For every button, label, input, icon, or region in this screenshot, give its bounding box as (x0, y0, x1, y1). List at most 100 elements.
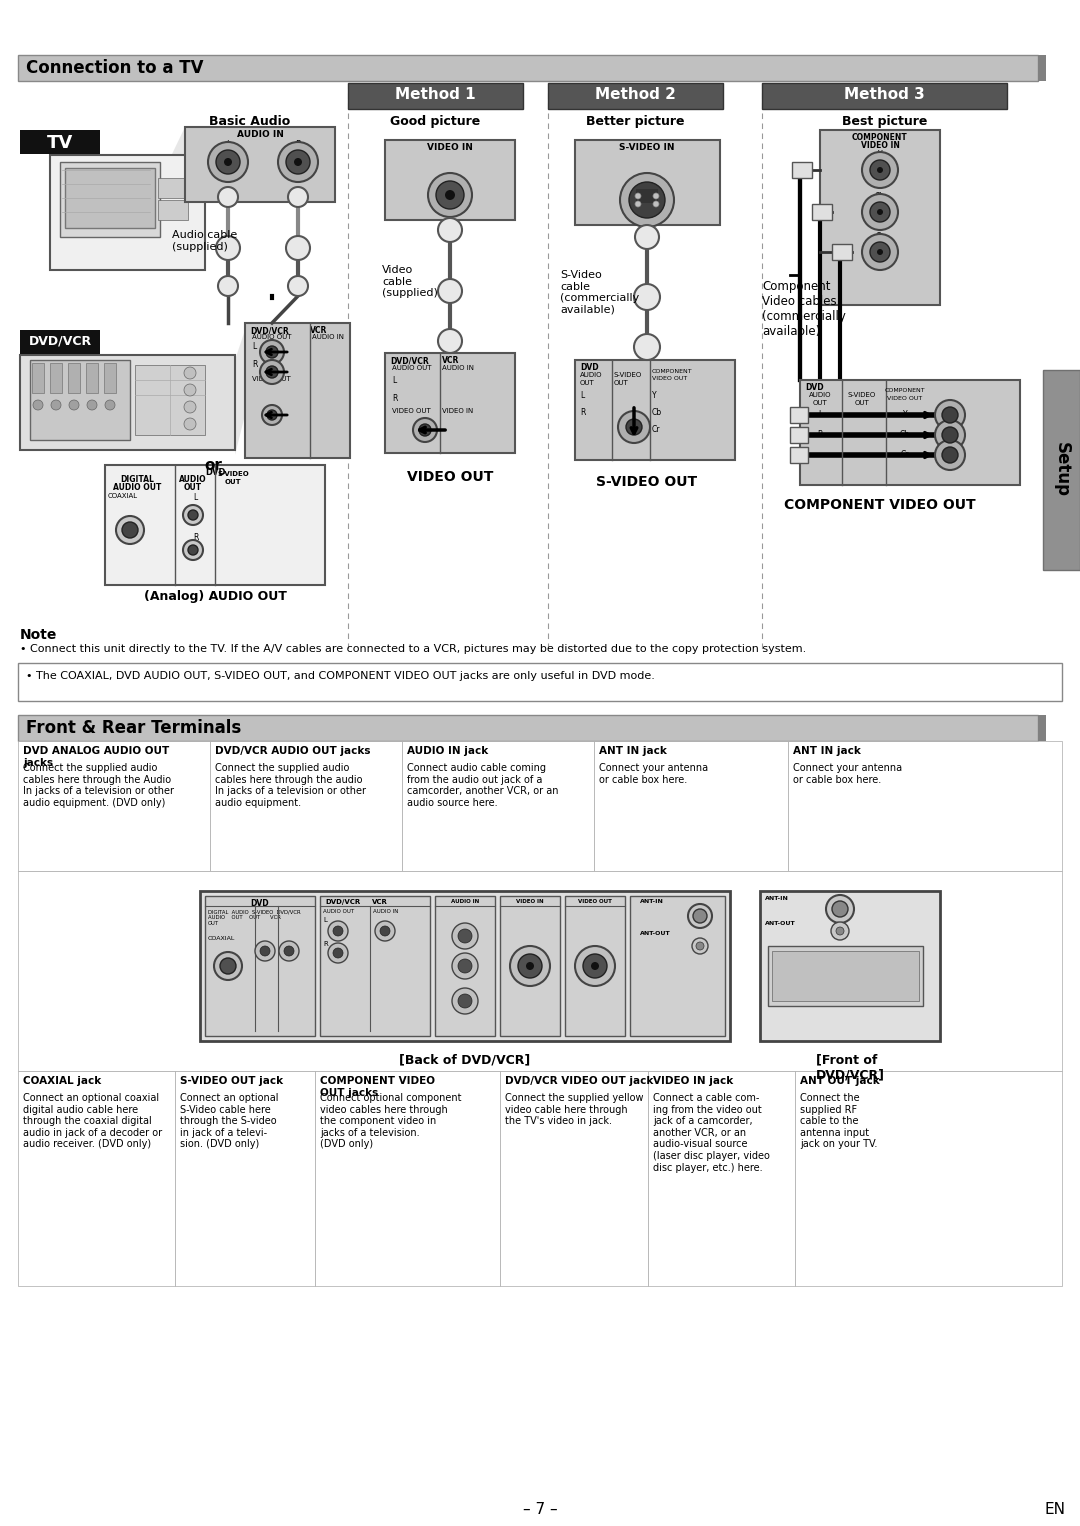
Text: S-VIDEO OUT: S-VIDEO OUT (596, 475, 698, 488)
Bar (348, 82, 523, 108)
Text: S-VIDEO OUT jack: S-VIDEO OUT jack (180, 1076, 283, 1087)
Circle shape (453, 987, 478, 1013)
Text: DVD/VCR VIDEO OUT jack: DVD/VCR VIDEO OUT jack (505, 1076, 653, 1087)
Circle shape (458, 929, 472, 943)
Circle shape (69, 400, 79, 410)
Text: Y: Y (652, 391, 657, 400)
Circle shape (279, 942, 299, 961)
Text: DIGITAL: DIGITAL (120, 475, 154, 484)
Bar (104, 363, 116, 394)
Circle shape (635, 224, 659, 249)
Text: VIDEO OUT: VIDEO OUT (252, 375, 291, 382)
Bar (21, 330, 100, 354)
Circle shape (105, 400, 114, 410)
Text: Connect an optional
S-Video cable here
through the S-video
in jack of a televi-
: Connect an optional S-Video cable here t… (180, 1093, 279, 1149)
Text: AUDIO    OUT    OUT      VCR: AUDIO OUT OUT VCR (208, 916, 281, 920)
Text: (Analog) AUDIO OUT: (Analog) AUDIO OUT (144, 591, 286, 603)
Circle shape (453, 923, 478, 949)
Text: OUT: OUT (184, 484, 202, 491)
Text: VIDEO OUT: VIDEO OUT (392, 407, 431, 414)
Text: Audio cable
(supplied): Audio cable (supplied) (173, 230, 238, 252)
Text: Connect optional component
video cables here through
the component video in
jack: Connect optional component video cables … (320, 1093, 461, 1149)
Text: VCR: VCR (442, 356, 459, 365)
Circle shape (436, 182, 464, 209)
Text: AUDIO OUT: AUDIO OUT (323, 909, 354, 914)
Text: VIDEO OUT: VIDEO OUT (407, 470, 494, 484)
Bar (1043, 369, 1080, 571)
Circle shape (286, 237, 310, 259)
Bar (68, 363, 80, 394)
Bar (21, 356, 235, 450)
Circle shape (693, 909, 707, 923)
Text: R: R (252, 360, 257, 369)
Bar (158, 179, 188, 198)
Bar (135, 365, 205, 435)
Text: VCR: VCR (310, 327, 327, 336)
Circle shape (942, 447, 958, 462)
Bar (812, 204, 832, 220)
Circle shape (224, 159, 232, 166)
Circle shape (518, 954, 542, 978)
Circle shape (278, 142, 318, 182)
Circle shape (862, 194, 897, 230)
Bar (384, 353, 515, 453)
Bar (795, 1071, 1062, 1286)
Circle shape (870, 201, 890, 221)
Bar (21, 130, 100, 154)
Text: S-Video
cable
(commercially
available): S-Video cable (commercially available) (561, 270, 639, 314)
Circle shape (445, 191, 455, 200)
Text: DVD/VCR: DVD/VCR (28, 334, 92, 346)
Circle shape (692, 938, 708, 954)
Bar (789, 407, 808, 423)
Text: Connection to a TV: Connection to a TV (26, 60, 203, 76)
Text: COMPONENT: COMPONENT (885, 388, 926, 394)
Text: VIDEO IN: VIDEO IN (442, 407, 473, 414)
Circle shape (255, 942, 275, 961)
Text: AUDIO IN jack: AUDIO IN jack (407, 746, 488, 755)
Text: L: L (252, 342, 256, 351)
Circle shape (458, 958, 472, 974)
Text: DVD/VCR AUDIO OUT jacks: DVD/VCR AUDIO OUT jacks (215, 746, 370, 755)
Text: VCR: VCR (372, 899, 388, 905)
Bar (500, 1071, 648, 1286)
Circle shape (935, 420, 966, 450)
Bar (50, 363, 62, 394)
Circle shape (188, 545, 198, 555)
Text: OUT: OUT (854, 400, 869, 406)
Text: OUT: OUT (615, 380, 629, 386)
Text: DVD: DVD (580, 363, 598, 372)
Circle shape (653, 192, 659, 198)
Text: Method 1: Method 1 (395, 87, 476, 102)
Circle shape (260, 946, 270, 955)
Text: ANT IN jack: ANT IN jack (599, 746, 666, 755)
Bar (594, 742, 788, 871)
Circle shape (288, 188, 308, 208)
Text: Y: Y (878, 150, 882, 159)
Bar (320, 896, 430, 1036)
Bar (18, 55, 1038, 81)
Circle shape (526, 961, 534, 971)
Text: AUDIO IN: AUDIO IN (442, 365, 474, 371)
Circle shape (877, 166, 883, 172)
Polygon shape (235, 330, 245, 455)
Text: Connect the supplied audio
cables here through the audio
In jacks of a televisio: Connect the supplied audio cables here t… (215, 763, 366, 807)
Text: AUDIO: AUDIO (179, 475, 206, 484)
Circle shape (262, 404, 282, 426)
Text: COMPONENT VIDEO OUT: COMPONENT VIDEO OUT (784, 497, 976, 513)
Circle shape (877, 249, 883, 255)
Circle shape (220, 958, 237, 974)
Circle shape (870, 243, 890, 262)
Text: Connect the supplied yellow
video cable here through
the TV's video in jack.: Connect the supplied yellow video cable … (505, 1093, 644, 1126)
Circle shape (116, 516, 144, 543)
Circle shape (286, 150, 310, 174)
Circle shape (635, 201, 642, 208)
Circle shape (629, 182, 665, 218)
Circle shape (438, 218, 462, 243)
Circle shape (183, 540, 203, 560)
Circle shape (862, 233, 897, 270)
Circle shape (634, 334, 660, 360)
Circle shape (266, 346, 278, 359)
Circle shape (935, 400, 966, 430)
Bar (648, 1071, 795, 1286)
Text: TV: TV (46, 134, 73, 153)
